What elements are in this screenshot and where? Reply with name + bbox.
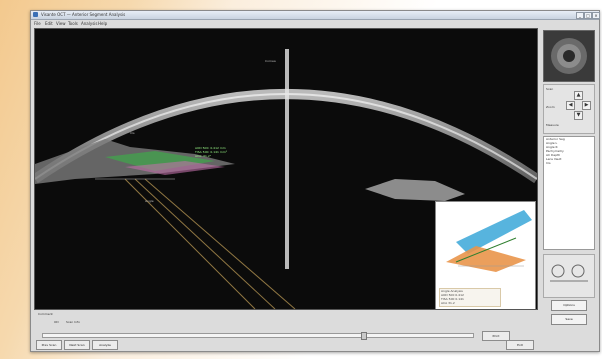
list-item[interactable]: Angle R — [546, 145, 558, 149]
options-button[interactable]: Options — [551, 300, 587, 311]
inset-caption: Angle Analysis AOD 500 0.412 TISA 500 0.… — [439, 288, 501, 307]
scan-image — [35, 29, 537, 309]
scan-thumbnail[interactable] — [543, 30, 595, 82]
comment-label: Comment — [38, 312, 53, 316]
app-icon — [33, 12, 38, 17]
scan-control-label: Scan — [546, 87, 554, 91]
close-button[interactable]: × — [592, 12, 600, 19]
measure-control-label: Measure — [546, 123, 559, 127]
angle-inset-panel: Angle Analysis AOD 500 0.412 TISA 500 0.… — [435, 201, 536, 309]
arrow-down-icon[interactable]: ▼ — [574, 111, 583, 120]
measure-options-box — [543, 254, 595, 298]
app-window: Visante OCT — Anterior Segment Analysis … — [30, 10, 600, 352]
bottom-panel: Comment OD Scan Info Prev Scan Next Scan… — [34, 310, 536, 350]
scan-label-iris: Iris — [130, 131, 135, 135]
guide-line — [124, 178, 256, 309]
menu-file[interactable]: File — [34, 21, 41, 26]
measurement-aca: ACA: 31.2° — [195, 154, 212, 158]
menu-bar: File Edit View Tools Analysis Help — [31, 20, 599, 27]
slider-thumb[interactable] — [361, 332, 367, 340]
save-button[interactable]: Save — [551, 314, 587, 325]
scan-info-label: Scan Info — [66, 320, 80, 324]
menu-view[interactable]: View — [56, 21, 66, 26]
measurement-tisa: TISA 500: 0.141 mm² — [195, 150, 227, 154]
window-title: Visante OCT — Anterior Segment Analysis — [41, 12, 126, 17]
oct-scan-view[interactable]: Iris Cornea Angle AOD 500: 0.412 mm TISA… — [34, 28, 538, 310]
inset-caption-line: AOD 500 0.412 — [441, 293, 464, 297]
menu-tools[interactable]: Tools — [68, 21, 78, 26]
prev-scan-button[interactable]: Prev Scan — [36, 340, 62, 350]
scan-label-cornea: Cornea — [265, 59, 276, 63]
measurement-aod: AOD 500: 0.412 mm — [195, 146, 226, 150]
zoom-control-label: Zoom — [546, 105, 555, 109]
angle-overlay — [105, 151, 215, 171]
right-iris — [365, 179, 465, 201]
title-bar: Visante OCT — Anterior Segment Analysis … — [31, 11, 600, 20]
arrow-up-icon[interactable]: ▲ — [574, 91, 583, 100]
list-item[interactable]: AC Depth — [546, 153, 561, 157]
scan-label-angle: Angle — [145, 199, 154, 203]
eye-label: OD — [54, 320, 59, 324]
inset-caption-line: ACA 31.2 — [441, 301, 455, 305]
arrow-left-icon[interactable]: ◀ — [566, 101, 575, 110]
minimize-button[interactable]: _ — [576, 12, 584, 19]
list-item[interactable]: Iris — [546, 161, 551, 165]
angle-inset-diagram — [446, 210, 532, 272]
list-item[interactable]: Pachymetry — [546, 149, 564, 153]
list-item[interactable]: Lens Vault — [546, 157, 562, 161]
list-item[interactable]: Angle L — [546, 141, 558, 145]
measure-tools-icon — [550, 264, 588, 282]
inset-caption-line: Angle Analysis — [441, 289, 463, 293]
analysis-list[interactable]: Anterior Seg Angle L Angle R Pachymetry … — [543, 136, 595, 250]
menu-help[interactable]: Help — [98, 21, 108, 26]
arrow-right-icon[interactable]: ▶ — [582, 101, 591, 110]
scan-slider[interactable] — [42, 332, 474, 340]
list-item[interactable]: Anterior Seg — [546, 137, 565, 141]
menu-analysis[interactable]: Analysis — [81, 21, 98, 26]
analyze-button[interactable]: Analyze — [92, 340, 118, 350]
menu-edit[interactable]: Edit — [45, 21, 53, 26]
central-reflex — [285, 49, 289, 269]
maximize-button[interactable]: □ — [584, 12, 592, 19]
eye-thumbnail-icon — [544, 31, 594, 81]
exit-button[interactable]: Exit — [506, 340, 534, 350]
navigation-controls: Scan Zoom Measure ▲ ◀ ▶ ▼ — [543, 84, 595, 134]
print-button[interactable]: Print — [482, 331, 510, 341]
inset-caption-line: TISA 500 0.141 — [441, 297, 464, 301]
right-panel: Scan Zoom Measure ▲ ◀ ▶ ▼ Anterior Seg A… — [539, 28, 596, 346]
next-scan-button[interactable]: Next Scan — [64, 340, 90, 350]
